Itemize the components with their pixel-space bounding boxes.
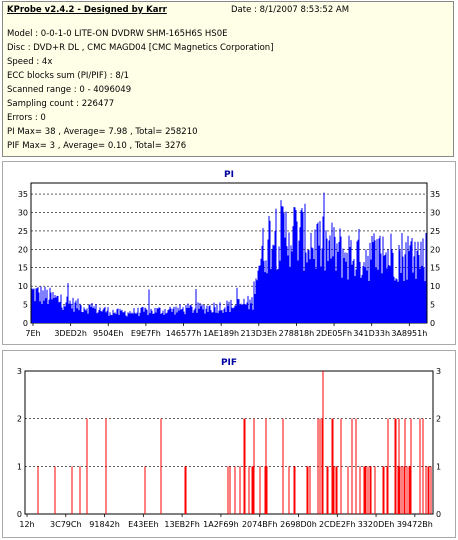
info-pi-stats: PI Max= 38 , Average= 7.98 , Total= 2582…: [7, 127, 198, 137]
info-speed: Speed : 4x: [7, 57, 53, 67]
x-tick-label: 2CDE2Fh: [319, 520, 356, 529]
x-tick-label: 146577h: [166, 329, 202, 338]
x-tick-label: E9E7Fh: [131, 329, 161, 338]
y-tick-label-right: 5: [430, 301, 435, 310]
y-tick-label-left: 15: [18, 264, 28, 273]
y-tick-label-right: 25: [430, 227, 440, 236]
y-tick-label-left: 20: [18, 245, 28, 254]
y-tick-label-right: 30: [430, 208, 440, 217]
data-bars: [37, 371, 432, 514]
x-tick-label: 2DE05Fh: [316, 329, 352, 338]
info-errors: Errors : 0: [7, 113, 46, 123]
scan-date: Date : 8/1/2007 8:53:52 AM: [231, 5, 350, 15]
x-tick-label: 12h: [19, 520, 34, 529]
x-tick-label: E43EEh: [128, 520, 158, 529]
x-tick-label: 3320DEh: [358, 520, 395, 529]
x-tick-label: 13EB2Fh: [164, 520, 199, 529]
y-tick-label-right: 10: [430, 282, 440, 291]
y-tick-label-right: 2: [436, 415, 441, 424]
y-tick-label-right: 0: [436, 510, 441, 519]
data-bars: [31, 192, 427, 323]
x-tick-label: 91842h: [89, 520, 120, 529]
plot-area: [24, 370, 434, 515]
info-disc: Disc : DVD+R DL , CMC MAGD04 [CMC Magnet…: [7, 43, 274, 53]
info-scanned-range: Scanned range : 0 - 4096049: [7, 85, 132, 95]
x-tick-label: 3A8951h: [391, 329, 427, 338]
pi-chart: PI 0 0 5 5 10 10 15 15 20 20 25 25 30 30 35 35 7Eh 3DED2h 9…: [18, 170, 440, 338]
x-tick-label: 213D3Eh: [240, 329, 277, 338]
x-tick-label: 9504Eh: [93, 329, 123, 338]
x-tick-label: 39472Bh: [397, 520, 433, 529]
y-tick-label-left: 30: [18, 208, 28, 217]
x-tick-label: 3DED2h: [54, 329, 87, 338]
y-tick-label-left: 1: [17, 462, 22, 471]
info-sampling-count: Sampling count : 226477: [7, 99, 115, 109]
info-pif-stats: PIF Max= 3 , Average= 0.10 , Total= 3276: [7, 141, 187, 151]
y-tick-label-right: 35: [430, 190, 440, 199]
y-tick-label-left: 5: [23, 301, 28, 310]
y-tick-label-left: 10: [18, 282, 28, 291]
x-tick-label: 3C79Ch: [50, 520, 82, 529]
x-tick-label: 7Eh: [25, 329, 40, 338]
x-tick-label: 1A2F69h: [203, 520, 239, 529]
pif-chart: PIF 0 0 1 1 2 2 3 3 12h 3C79Ch 91842h E43EEh 13EB2Fh 1…: [17, 358, 441, 529]
y-tick-label-left: 25: [18, 227, 28, 236]
y-tick-label-left: 0: [17, 510, 22, 519]
y-tick-label-left: 2: [17, 415, 22, 424]
y-tick-label-left: 0: [23, 319, 28, 328]
y-tick-label-right: 1: [436, 462, 441, 471]
x-tick-label: 1AE189h: [203, 329, 239, 338]
x-tick-label: 341D33h: [353, 329, 390, 338]
y-tick-label-right: 20: [430, 245, 440, 254]
pi-chart-panel: PI 0 0 5 5 10 10 15 15 20 20 25 25 30 30 35 35 7Eh 3DED2h 9…: [2, 161, 456, 345]
chart-title: PIF: [221, 358, 237, 368]
info-panel: KProbe v2.4.2 - Designed by Karr Date : …: [2, 1, 454, 157]
x-tick-label: 2074BFh: [242, 520, 278, 529]
chart-title: PI: [224, 170, 234, 180]
y-tick-label-right: 0: [430, 319, 435, 328]
y-tick-label-right: 3: [436, 367, 441, 376]
x-tick-label: 278818h: [279, 329, 315, 338]
info-ecc-blocks: ECC blocks sum (PI/PIF) : 8/1: [7, 71, 130, 81]
y-tick-label-right: 15: [430, 264, 440, 273]
app-title: KProbe v2.4.2 - Designed by Karr: [7, 5, 167, 15]
y-tick-label-left: 35: [18, 190, 28, 199]
info-model: Model : 0-0-1-0 LITE-ON DVDRW SHM-165H6S…: [7, 29, 228, 39]
pif-chart-panel: PIF 0 0 1 1 2 2 3 3 12h 3C79Ch 91842h E43EEh 13EB2Fh 1…: [2, 350, 456, 538]
x-tick-label: 2698D0h: [280, 520, 317, 529]
y-tick-label-left: 3: [17, 367, 22, 376]
